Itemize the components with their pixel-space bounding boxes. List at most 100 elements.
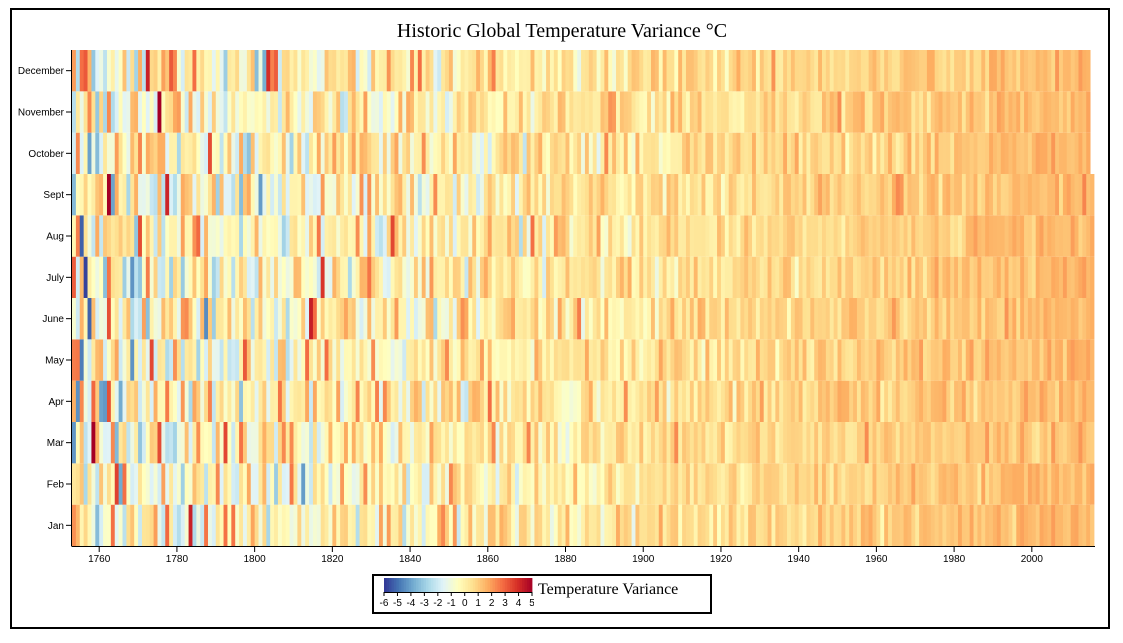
heatmap-cell (534, 422, 539, 464)
heatmap-cell (1086, 422, 1091, 464)
heatmap-cell (200, 463, 205, 505)
heatmap-cell (868, 215, 873, 257)
heatmap-cell (891, 256, 897, 298)
heatmap-cell (596, 91, 601, 133)
heatmap-cell (441, 463, 446, 505)
heatmap-cell (153, 463, 158, 505)
heatmap-cell (441, 174, 446, 216)
heatmap-cell (262, 132, 267, 174)
heatmap-cell (258, 132, 263, 174)
heatmap-cell (724, 174, 730, 216)
heatmap-cell (674, 504, 679, 546)
heatmap-cell (134, 91, 139, 133)
heatmap-cell (165, 339, 170, 381)
heatmap-cell (468, 215, 473, 257)
heatmap-cell (619, 298, 625, 340)
heatmap-cell (452, 380, 458, 422)
heatmap-cell (888, 504, 893, 546)
heatmap-cell (526, 215, 531, 257)
heatmap-cell (421, 256, 427, 298)
heatmap-cell (720, 422, 726, 464)
heatmap-cell (382, 256, 388, 298)
heatmap-cell (445, 339, 450, 381)
y-tick-label: October (28, 149, 64, 160)
heatmap-cell (790, 91, 796, 133)
heatmap-cell (239, 298, 244, 340)
heatmap-cell (87, 504, 92, 546)
heatmap-cell (818, 174, 823, 216)
heatmap-cell (592, 50, 597, 92)
heatmap-cell (445, 504, 450, 546)
heatmap-cell (876, 91, 881, 133)
heatmap-cell (75, 504, 81, 546)
heatmap-cell (200, 50, 205, 92)
heatmap-cell (301, 422, 306, 464)
heatmap-cell (864, 380, 870, 422)
legend-swatch (396, 578, 400, 592)
heatmap-cell (246, 298, 252, 340)
heatmap-cell (262, 380, 267, 422)
heatmap-cell (616, 380, 621, 422)
heatmap-cell (176, 132, 182, 174)
heatmap-cell (75, 132, 81, 174)
heatmap-cell (138, 174, 143, 216)
heatmap-cell (445, 298, 450, 340)
legend-tick-label: -1 (447, 598, 456, 609)
heatmap-cell (907, 174, 912, 216)
heatmap-cell (619, 50, 625, 92)
heatmap-cell (231, 504, 236, 546)
heatmap-cell (211, 504, 217, 546)
heatmap-cell (860, 215, 866, 257)
heatmap-cell (592, 215, 597, 257)
heatmap-cell (499, 298, 504, 340)
heatmap-cell (530, 91, 535, 133)
x-tick-label: 1860 (477, 554, 500, 565)
heatmap-cell (794, 504, 800, 546)
heatmap-cell (592, 380, 597, 422)
heatmap-cell (468, 339, 473, 381)
heatmap-cell (1043, 132, 1048, 174)
heatmap-cell (989, 215, 994, 257)
heatmap-cell (981, 91, 986, 133)
heatmap-cell (149, 174, 155, 216)
chart-title: Historic Global Temperature Variance °C (396, 20, 728, 42)
heatmap-cell (864, 339, 870, 381)
heatmap-cell (324, 50, 329, 92)
heatmap-cell (103, 463, 108, 505)
heatmap-cell (75, 422, 81, 464)
heatmap-cell (208, 132, 213, 174)
heatmap-cell (468, 132, 473, 174)
heatmap-cell (588, 174, 594, 216)
heatmap-cell (472, 91, 477, 133)
heatmap-cell (891, 91, 897, 133)
heatmap-cell (270, 380, 275, 422)
heatmap-cell (448, 215, 454, 257)
heatmap-cell (717, 256, 722, 298)
heatmap-cell (923, 132, 928, 174)
heatmap-cell (662, 298, 667, 340)
heatmap-cell (515, 422, 520, 464)
heatmap-cell (421, 132, 427, 174)
heatmap-cell (316, 50, 322, 92)
heatmap-cell (1035, 256, 1040, 298)
heatmap-cell (1070, 298, 1075, 340)
legend-tick-label: -2 (433, 598, 442, 609)
heatmap-cell (173, 463, 178, 505)
heatmap-cell (262, 339, 267, 381)
heatmap-cell (627, 504, 632, 546)
heatmap-cell (208, 380, 213, 422)
heatmap-cell (853, 504, 858, 546)
heatmap-cell (837, 50, 842, 92)
heatmap-cell (254, 132, 259, 174)
y-tick-label: May (45, 356, 64, 367)
heatmap-cell (375, 504, 380, 546)
heatmap-cell (72, 215, 77, 257)
heatmap-cell (1035, 504, 1040, 546)
heatmap-cell (891, 422, 897, 464)
heatmap-cell (674, 256, 679, 298)
heatmap-cell (911, 463, 916, 505)
heatmap-cell (1074, 463, 1079, 505)
heatmap-cell (923, 215, 928, 257)
heatmap-cell (332, 380, 337, 422)
heatmap-cell (235, 215, 240, 257)
